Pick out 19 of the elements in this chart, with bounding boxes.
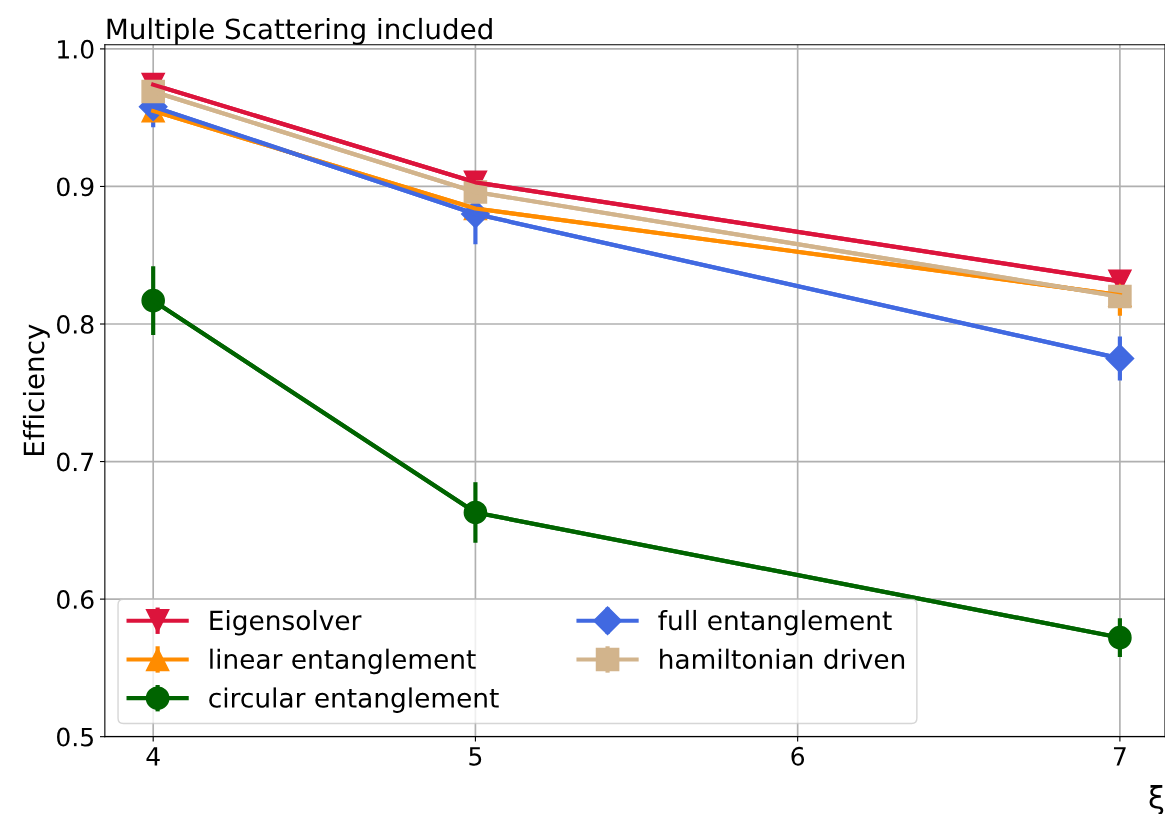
legend-label: full entanglement: [658, 609, 892, 636]
y-tick-label: 0.9: [57, 177, 94, 197]
x-tick-label: 6: [791, 746, 805, 766]
y-tick-label: 0.8: [57, 314, 94, 334]
x-axis-title: ξ: [1149, 785, 1164, 814]
y-tick-label: 0.6: [57, 590, 94, 609]
y-axis-title: Efficiency: [22, 324, 50, 456]
y-tick-label: 1.0: [58, 39, 94, 59]
y-tick-label: 0.7: [57, 452, 93, 472]
chart-title: Multiple Scattering included: [107, 17, 492, 45]
x-tick-label: 4: [146, 747, 160, 766]
legend-label: Eigensolver: [210, 609, 362, 636]
legend-label: hamiltonian driven: [660, 648, 905, 670]
x-tick-label: 5: [469, 747, 482, 766]
x-tick-label: 7: [1113, 747, 1126, 766]
legend-label: linear entanglement: [210, 648, 476, 675]
legend-label: circular entanglement: [209, 687, 499, 713]
point: [1105, 343, 1135, 373]
y-tick-label: 0.5: [57, 727, 93, 747]
